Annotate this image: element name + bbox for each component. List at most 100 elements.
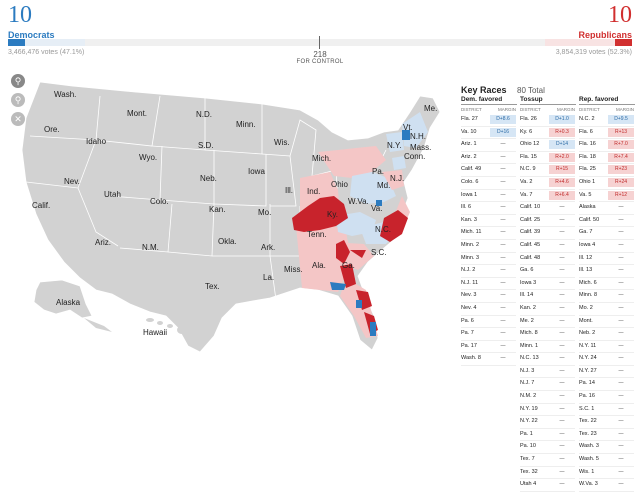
district-name: N.Y. 19 [520, 405, 538, 412]
race-row[interactable]: Ill. 14 — [520, 290, 575, 303]
race-row[interactable]: Tex. 22 — [579, 416, 634, 429]
district-name: Tex. 7 [520, 456, 535, 463]
race-row[interactable]: Tex. 23 — [579, 429, 634, 442]
district-name: N.J. 2 [461, 267, 476, 274]
rep-seat-count: 10 [608, 2, 632, 28]
race-row[interactable]: N.Y. 19 — [520, 404, 575, 417]
race-row[interactable]: Alaska — [579, 202, 634, 215]
race-row[interactable]: Kan. 2 — [520, 303, 575, 316]
race-row[interactable]: Neb. 2 — [579, 328, 634, 341]
race-row[interactable]: Ill. 13 — [579, 265, 634, 278]
race-row[interactable]: Fla. 26 D+1.0 [520, 114, 575, 127]
race-row[interactable]: Wash. 5 — [579, 454, 634, 467]
race-row[interactable]: Ill. 6 — [461, 202, 516, 215]
zoom-in-icon[interactable]: ⚲ [11, 74, 25, 88]
race-row[interactable]: Ga. 7 — [579, 227, 634, 240]
race-row[interactable]: Calif. 45 — [520, 240, 575, 253]
race-row[interactable]: Mont. — [579, 316, 634, 329]
race-row[interactable]: Wash. 8 — [461, 353, 516, 366]
race-row[interactable]: N.Y. 27 — [579, 366, 634, 379]
race-row[interactable]: Nev. 3 — [461, 290, 516, 303]
race-row[interactable]: Ohio 1 R+24 [579, 177, 634, 190]
us-house-map[interactable]: Wash. Mont. N.D. Minn. Me. Ore. Idaho Wy… [0, 70, 455, 458]
race-row[interactable]: Ariz. 2 — [461, 152, 516, 165]
race-row[interactable]: Mich. 8 — [520, 328, 575, 341]
race-row[interactable]: Mich. 6 — [579, 278, 634, 291]
race-row[interactable]: N.C. 9 R+15 [520, 164, 575, 177]
alaska-shape [33, 279, 93, 319]
race-row[interactable]: Utah 4 — [520, 479, 575, 492]
race-row[interactable]: Calif. 25 — [520, 215, 575, 228]
district-name: Minn. 2 [461, 241, 480, 248]
state-label-wash: Wash. [54, 90, 77, 99]
race-row[interactable]: Ariz. 1 — [461, 139, 516, 152]
race-row[interactable]: W.Va. 3 — [579, 479, 634, 492]
race-row[interactable]: Iowa 4 — [579, 240, 634, 253]
race-row[interactable]: N.J. 7 — [520, 378, 575, 392]
race-row[interactable]: Pa. 1 — [520, 429, 575, 442]
race-row[interactable]: Minn. 8 — [579, 290, 634, 303]
race-row[interactable]: Wash. 3 — [579, 441, 634, 455]
race-row[interactable]: Va. 5 R+12 [579, 190, 634, 203]
race-row[interactable]: Pa. 16 — [579, 391, 634, 404]
race-row[interactable]: Fla. 16 R+7.0 [579, 139, 634, 152]
race-row[interactable]: N.C. 2 D+9.5 [579, 114, 634, 127]
race-row[interactable]: Va. 2 R+4.6 [520, 177, 575, 190]
race-row[interactable]: Tex. 7 — [520, 454, 575, 467]
race-row[interactable]: Minn. 2 — [461, 240, 516, 253]
race-row[interactable]: N.Y. 11 — [579, 341, 634, 354]
race-row[interactable]: N.J. 11 — [461, 278, 516, 291]
race-margin: — [559, 204, 565, 211]
control-seat-number: 218 [313, 50, 327, 59]
race-row[interactable]: N.M. 2 — [520, 391, 575, 404]
race-row[interactable]: Ill. 12 — [579, 253, 634, 266]
race-row[interactable]: N.Y. 24 — [579, 353, 634, 366]
race-row[interactable]: N.Y. 22 — [520, 416, 575, 429]
race-row[interactable]: Pa. 14 — [579, 378, 634, 392]
race-row[interactable]: Minn. 1 — [520, 341, 575, 354]
race-row[interactable]: Mich. 11 — [461, 227, 516, 240]
race-row[interactable]: N.C. 13 — [520, 353, 575, 366]
race-row[interactable]: N.J. 2 — [461, 265, 516, 278]
race-row[interactable]: Calif. 10 — [520, 202, 575, 215]
race-row[interactable]: Fla. 15 R+2.0 [520, 152, 575, 165]
state-label-ny: N.Y. [387, 141, 402, 150]
race-row[interactable]: S.C. 1 — [579, 404, 634, 417]
race-row[interactable]: N.J. 3 — [520, 366, 575, 379]
race-row[interactable]: Va. 10 D+16 [461, 127, 516, 140]
race-row[interactable]: Calif. 48 — [520, 253, 575, 266]
race-row[interactable]: Va. 7 R+6.4 [520, 190, 575, 203]
race-row[interactable]: Ky. 6 R+0.3 [520, 127, 575, 140]
race-row[interactable]: Minn. 3 — [461, 253, 516, 266]
race-row[interactable]: Mo. 2 — [579, 303, 634, 316]
race-row[interactable]: Calif. 39 — [520, 227, 575, 240]
district-name: Calif. 25 [520, 216, 541, 223]
race-row[interactable]: Pa. 7 — [461, 328, 516, 341]
race-row[interactable]: Me. 2 — [520, 316, 575, 329]
race-row[interactable]: Kan. 3 — [461, 215, 516, 228]
race-row[interactable]: Nev. 4 — [461, 303, 516, 316]
race-row[interactable]: Pa. 17 — [461, 341, 516, 354]
race-row[interactable]: Colo. 6 — [461, 177, 516, 190]
race-row[interactable]: Iowa 3 — [520, 278, 575, 291]
race-margin: — [500, 267, 506, 274]
race-margin: — [618, 481, 624, 488]
race-margin: — [559, 342, 565, 349]
race-row[interactable]: Ohio 12 D+14 [520, 139, 575, 152]
race-margin: R+7.0 [608, 140, 634, 150]
race-row[interactable]: Fla. 25 R+23 [579, 164, 634, 177]
zoom-out-icon[interactable]: ⚲ [11, 93, 25, 107]
race-row[interactable]: Fla. 27 D+8.6 [461, 114, 516, 127]
race-row[interactable]: Pa. 10 — [520, 441, 575, 455]
race-row[interactable]: Fla. 18 R+7.4 [579, 152, 634, 165]
race-row[interactable]: Fla. 6 R+13 [579, 127, 634, 140]
race-row[interactable]: Ga. 6 — [520, 265, 575, 278]
race-row[interactable]: Pa. 6 — [461, 316, 516, 329]
race-row[interactable]: Calif. 49 — [461, 164, 516, 177]
race-row[interactable]: Tex. 32 — [520, 467, 575, 480]
race-row[interactable]: Calif. 50 — [579, 215, 634, 228]
race-row[interactable]: Wis. 1 — [579, 467, 634, 480]
state-label-calif: Calif. [32, 201, 51, 210]
race-row[interactable]: Iowa 1 — [461, 190, 516, 203]
reset-icon[interactable]: ✕ [11, 112, 25, 126]
